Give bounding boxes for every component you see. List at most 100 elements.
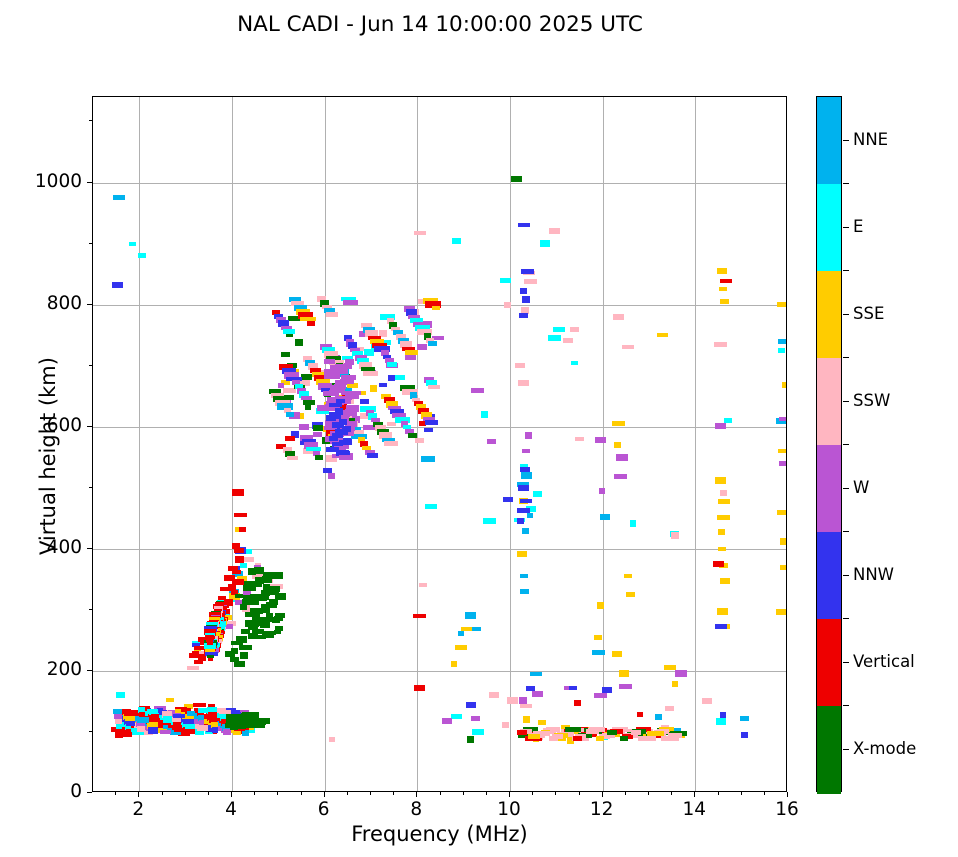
data-point xyxy=(281,394,294,400)
data-point xyxy=(186,665,199,670)
data-point xyxy=(197,715,204,722)
colorbar-segment-x-mode[interactable] xyxy=(817,706,841,794)
data-point xyxy=(284,436,295,442)
data-point xyxy=(282,447,292,454)
data-point xyxy=(389,409,404,415)
colorbar-segment-vertical[interactable] xyxy=(817,619,841,707)
data-point xyxy=(624,574,633,579)
data-point xyxy=(204,642,216,649)
data-point xyxy=(344,363,353,369)
data-point xyxy=(400,384,416,391)
data-point xyxy=(778,449,786,454)
data-point xyxy=(401,420,409,427)
data-point xyxy=(423,297,438,304)
data-point xyxy=(383,397,395,404)
data-point xyxy=(334,445,347,452)
data-point xyxy=(424,420,438,426)
data-point xyxy=(487,439,496,445)
y-axis-minor-tick xyxy=(89,486,92,488)
data-point xyxy=(246,715,257,720)
data-point xyxy=(420,411,432,419)
data-point xyxy=(242,598,254,605)
x-axis-tick xyxy=(231,792,232,797)
data-point xyxy=(524,278,538,284)
data-point xyxy=(211,727,218,734)
data-point xyxy=(338,453,353,460)
data-point xyxy=(193,645,206,650)
data-point xyxy=(502,497,513,503)
data-point xyxy=(386,318,394,325)
data-point xyxy=(358,437,366,444)
data-point xyxy=(274,612,285,618)
data-point xyxy=(281,325,292,330)
data-point xyxy=(519,288,527,295)
colorbar-segment-nnw[interactable] xyxy=(817,532,841,620)
colorbar-segment-nne[interactable] xyxy=(817,97,841,185)
data-point xyxy=(335,399,345,404)
data-point xyxy=(522,449,531,454)
colorbar-segment-e[interactable] xyxy=(817,184,841,272)
data-point xyxy=(714,341,728,347)
data-point xyxy=(297,379,310,387)
x-axis-minor-tick xyxy=(439,792,441,795)
data-point xyxy=(312,424,323,431)
data-point xyxy=(381,393,392,399)
colorbar-segment-w[interactable] xyxy=(817,445,841,533)
y-axis-tick-label: 0 xyxy=(70,781,82,802)
data-point xyxy=(207,706,217,714)
data-point xyxy=(210,611,221,618)
data-point xyxy=(125,715,136,721)
data-point xyxy=(460,627,472,632)
y-axis-minor-tick xyxy=(89,608,92,610)
data-point xyxy=(383,441,398,447)
data-point xyxy=(586,728,600,734)
data-point xyxy=(598,487,605,494)
data-point xyxy=(295,338,304,346)
data-point xyxy=(332,442,344,448)
data-point xyxy=(344,358,354,365)
colorbar-label-nne: NNE xyxy=(853,129,889,149)
data-point xyxy=(147,722,159,729)
plot-area[interactable] xyxy=(92,96,787,792)
data-point xyxy=(636,712,643,718)
data-point xyxy=(242,585,256,592)
data-point xyxy=(254,580,263,587)
data-point xyxy=(519,696,527,704)
data-point xyxy=(230,590,238,596)
data-point xyxy=(277,403,294,411)
data-point xyxy=(275,399,291,406)
data-point xyxy=(275,592,287,600)
colorbar-label-nnw: NNW xyxy=(853,564,895,584)
data-point xyxy=(373,421,383,427)
colorbar-tick xyxy=(843,313,849,315)
data-point xyxy=(231,579,244,586)
data-point xyxy=(199,720,204,727)
data-point xyxy=(482,518,496,525)
y-axis-tick xyxy=(87,181,92,183)
colorbar[interactable] xyxy=(816,96,842,794)
colorbar-segment-ssw[interactable] xyxy=(817,358,841,446)
data-point xyxy=(206,621,219,627)
data-point xyxy=(317,405,328,412)
data-point xyxy=(324,350,339,358)
data-point xyxy=(315,408,329,415)
data-point xyxy=(346,382,358,388)
data-point xyxy=(126,728,132,735)
data-point xyxy=(269,585,281,592)
data-point xyxy=(326,454,338,462)
data-point xyxy=(257,617,270,623)
data-point xyxy=(506,696,518,704)
data-point xyxy=(260,593,269,600)
data-point xyxy=(243,581,257,588)
data-point xyxy=(780,538,786,545)
data-point xyxy=(235,714,244,719)
data-point xyxy=(320,387,336,392)
colorbar-segment-sse[interactable] xyxy=(817,271,841,359)
data-point xyxy=(718,546,727,551)
data-point xyxy=(313,431,323,437)
data-point xyxy=(215,601,224,606)
data-point xyxy=(173,714,185,719)
data-point xyxy=(334,368,348,374)
data-point xyxy=(404,353,416,360)
y-axis-tick-label: 800 xyxy=(46,292,82,314)
